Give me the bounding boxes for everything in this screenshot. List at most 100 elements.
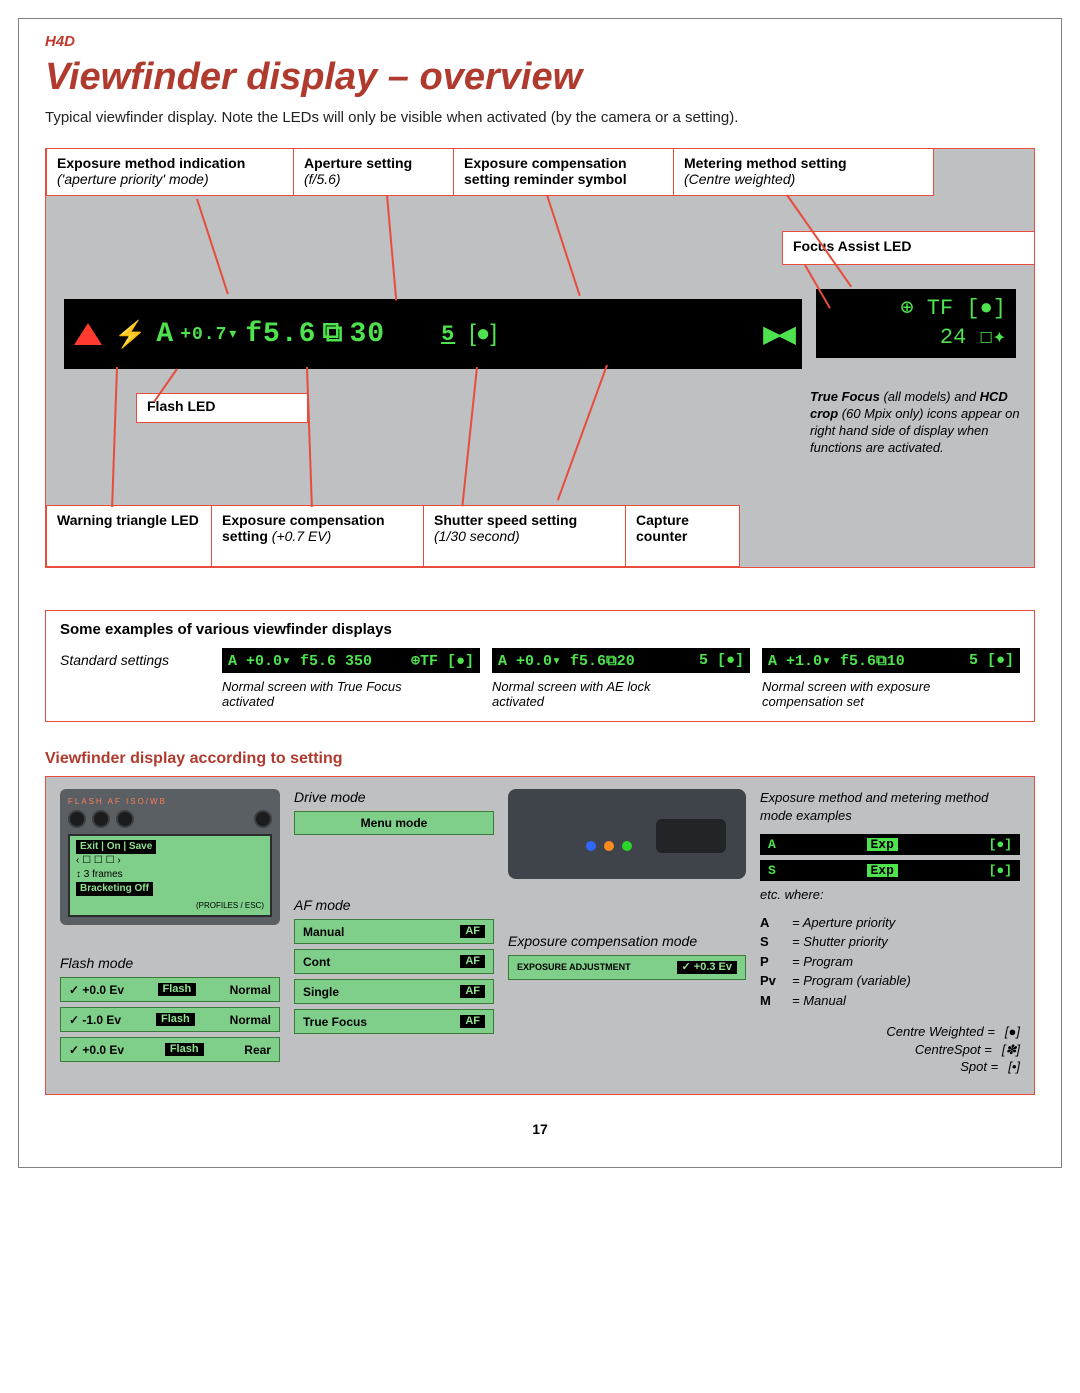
meter-val: [•] xyxy=(1008,1058,1020,1076)
pointer-line xyxy=(196,199,229,295)
callout-shutter: Shutter speed setting (1/30 second) xyxy=(424,505,626,567)
lcd-line: ContAF xyxy=(294,949,494,974)
lcd-line: True Focus AF xyxy=(294,1009,494,1034)
warning-triangle-icon xyxy=(74,323,102,345)
led-orange-icon xyxy=(604,841,614,851)
legend-val: = Aperture priority xyxy=(792,914,895,932)
pointer-line xyxy=(386,195,397,301)
flash-mode-list: ✓ +0.0 EvFlashNormal ✓ -1.0 EvFlashNorma… xyxy=(60,977,280,1062)
lcd-line: SingleAF xyxy=(294,979,494,1004)
lcd-footer: (PROFILES / ESC) xyxy=(76,900,264,911)
tf-note-text2: (60 Mpix only) icons appear on right han… xyxy=(810,406,1020,455)
legend-key: M xyxy=(760,992,784,1010)
example-caption: Normal screen with AE lock activated xyxy=(492,679,702,709)
vf-aperture: f5.6 xyxy=(245,319,316,350)
callout-label: Exposure compensation setting reminder s… xyxy=(464,155,627,187)
legend-line: M = Manual xyxy=(760,992,1020,1010)
example-item: A +0.0▾ f5.6⧉20 5 [●] Normal screen with… xyxy=(492,648,750,709)
lcd-cell: Manual xyxy=(303,926,344,938)
intro-text: Typical viewfinder display. Note the LED… xyxy=(45,109,1035,126)
camera-lcd: Exit | On | Save ‹ ☐ ☐ ☐ › ↕ 3 frames Br… xyxy=(68,834,272,917)
lcd-row: Bracketing Off xyxy=(76,882,153,896)
lcd-cell: AF xyxy=(460,1015,485,1028)
vf-nav-arrows-icon: ▶◀ xyxy=(763,320,792,349)
grip-illustration xyxy=(508,789,746,879)
viewfinder-strip: ⚡ A +0.7▾ f5.6 ⧉ 30 5 [●] ▶◀ xyxy=(64,299,802,369)
example-caption: Normal screen with exposure compensation… xyxy=(762,679,972,709)
lcd-cell: Flash xyxy=(165,1043,204,1056)
mode-legend-column: Exposure method and metering method mode… xyxy=(760,789,1020,1076)
meter-legend: Centre Weighted =[●] CentreSpot =[✽] Spo… xyxy=(760,1023,1020,1076)
af-mode-list: Manual AF ContAF SingleAF True Focus AF xyxy=(294,919,494,1034)
legend-val: = Manual xyxy=(792,992,846,1010)
lcd-cell: ✓ +0.0 Ev xyxy=(69,984,124,996)
example-item: A +0.0▾ f5.6 350 ⊕TF [●] Normal screen w… xyxy=(222,648,480,709)
callout-flash-led: Flash LED xyxy=(136,393,308,423)
callout-focus-assist: Focus Assist LED xyxy=(782,231,1034,265)
pointer-line xyxy=(546,195,581,296)
callout-metering: Metering method setting (Centre weighted… xyxy=(674,149,934,196)
mode-strip-r: [●] xyxy=(989,838,1012,851)
page-title: Viewfinder display – overview xyxy=(45,56,1035,99)
expcomp-line: EXPOSURE ADJUSTMENT ✓ +0.3 Ev xyxy=(508,955,746,980)
legend-val: = Shutter priority xyxy=(792,933,888,951)
knob-icon xyxy=(68,810,86,828)
lcd-cell: Rear xyxy=(244,1044,271,1056)
mini-vf-left: A +1.0▾ f5.6⧉10 xyxy=(768,651,905,670)
lcd-cell: EXPOSURE ADJUSTMENT xyxy=(517,963,631,972)
mini-vf-left: A +0.0▾ f5.6 350 xyxy=(228,651,372,670)
mode-strip-l: A xyxy=(768,838,776,851)
callout-expcomp-value: Exposure compensation setting (+0.7 EV) xyxy=(212,505,424,567)
knob-icon xyxy=(116,810,134,828)
callout-label: Capture counter xyxy=(636,512,689,544)
mode-strip-r: [●] xyxy=(989,864,1012,877)
callout-warning-triangle: Warning triangle LED xyxy=(46,505,212,567)
mini-vf-right: 5 [●] xyxy=(969,652,1014,669)
callout-sub: (f/5.6) xyxy=(304,171,341,187)
camera-back-illustration: FLASH AF ISO/WB Exit | On | Save ‹ ☐ ☐ ☐… xyxy=(60,789,280,925)
settings-heading: Viewfinder display according to setting xyxy=(45,750,1035,768)
knob-icon xyxy=(92,810,110,828)
callout-label: Flash LED xyxy=(147,398,215,414)
legend-val: = Program xyxy=(792,953,853,971)
meter-val: [✽] xyxy=(1002,1041,1020,1059)
meter-val: [●] xyxy=(1005,1023,1020,1041)
mini-viewfinder: A +1.0▾ f5.6⧉10 5 [●] xyxy=(762,648,1020,673)
legend-line: Pv= Program (variable) xyxy=(760,972,1020,990)
lcd-cell: True Focus xyxy=(303,1016,367,1028)
callout-counter: Capture counter xyxy=(626,505,740,567)
mode-strip: A Exp [●] xyxy=(760,834,1020,855)
callout-label: Warning triangle LED xyxy=(57,512,199,528)
legend-key: S xyxy=(760,933,784,951)
examples-panel: Some examples of various viewfinder disp… xyxy=(45,610,1035,722)
camera-knobs xyxy=(68,810,272,828)
side-icon-crop: 24 ☐✦ xyxy=(826,324,1006,353)
vf-meter-icon: [●] xyxy=(469,320,497,348)
grip-leds xyxy=(586,841,632,851)
legend-key: P xyxy=(760,953,784,971)
callout-sub: (1/30 second) xyxy=(434,528,520,544)
callout-sub: ('aperture priority' mode) xyxy=(57,171,209,187)
lcd-row: ↕ 3 frames xyxy=(76,868,264,882)
pointer-line xyxy=(111,367,118,507)
callout-label: Focus Assist LED xyxy=(793,238,912,254)
callout-expcomp-symbol: Exposure compensation setting reminder s… xyxy=(454,149,674,196)
drive-mode-line: Menu mode xyxy=(294,811,494,835)
knob-icon xyxy=(254,810,272,828)
flash-bolt-icon: ⚡ xyxy=(114,319,146,350)
vf-mode-letter: A xyxy=(156,319,174,350)
callout-label: Shutter speed setting xyxy=(434,512,577,528)
callout-label: Exposure method indication xyxy=(57,155,245,171)
mini-vf-left: A +0.0▾ f5.6⧉20 xyxy=(498,651,635,670)
settings-panel: FLASH AF ISO/WB Exit | On | Save ‹ ☐ ☐ ☐… xyxy=(45,776,1035,1095)
lcd-cell: Menu mode xyxy=(361,817,428,829)
tf-note-text1: (all models) and xyxy=(880,389,980,404)
vf-shutter: 30 xyxy=(349,319,385,350)
lcd-cell: Normal xyxy=(230,984,271,996)
lcd-cell: Normal xyxy=(230,1014,271,1026)
examples-row-label: Standard settings xyxy=(60,648,210,668)
meter-key: CentreSpot = xyxy=(915,1041,992,1059)
examples-heading: Some examples of various viewfinder disp… xyxy=(60,621,1020,638)
vf-side-icons: ⊕ TF [●] 24 ☐✦ xyxy=(816,289,1016,358)
example-item: A +1.0▾ f5.6⧉10 5 [●] Normal screen with… xyxy=(762,648,1020,709)
